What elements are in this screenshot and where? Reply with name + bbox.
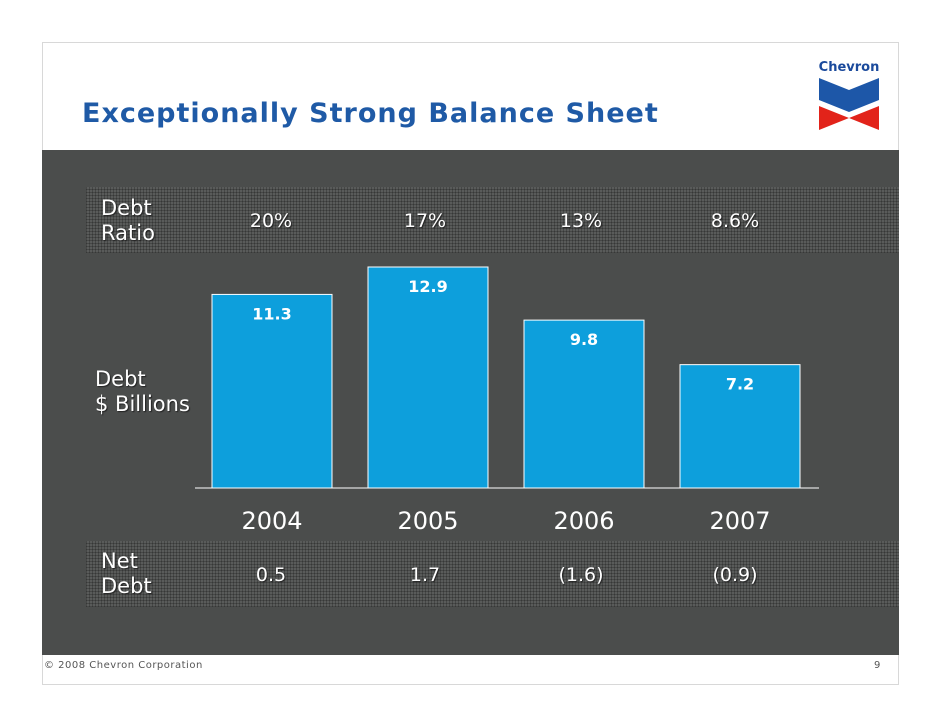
net-debt-label-line2: Debt (101, 574, 152, 598)
copyright-footer: © 2008 Chevron Corporation (44, 660, 203, 671)
bar-2004 (211, 293, 333, 489)
chevron-logo-icon (819, 78, 879, 130)
slide-title: Exceptionally Strong Balance Sheet (82, 98, 659, 129)
net-debt-label: Net Debt (101, 549, 152, 599)
chevron-logo: Chevron (816, 60, 882, 132)
debt-ratio-2005: 17% (403, 210, 447, 232)
year-label-2007: 2007 (709, 507, 770, 535)
debt-ratio-label: Debt Ratio (101, 196, 155, 246)
debt-axis-label-line1: Debt (95, 367, 146, 391)
bar-2005 (367, 266, 489, 489)
bar-value-2004: 11.3 (252, 304, 291, 323)
year-label-2006: 2006 (553, 507, 614, 535)
debt-axis-label: Debt $ Billions (95, 367, 190, 417)
debt-axis-label-line2: $ Billions (95, 392, 190, 416)
bar-2007 (679, 364, 801, 489)
debt-ratio-label-line2: Ratio (101, 221, 155, 245)
bar-value-2005: 12.9 (408, 277, 447, 296)
net-debt-2004: 0.5 (255, 564, 287, 586)
year-label-2004: 2004 (241, 507, 302, 535)
page-number: 9 (874, 660, 881, 671)
debt-ratio-2004: 20% (249, 210, 293, 232)
net-debt-2005: 1.7 (409, 564, 441, 586)
net-debt-2007: (0.9) (712, 564, 758, 586)
bar-value-2007: 7.2 (726, 375, 754, 394)
logo-wordmark: Chevron (818, 60, 880, 75)
debt-ratio-2006: 13% (559, 210, 603, 232)
net-debt-label-line1: Net (101, 549, 138, 573)
debt-ratio-label-line1: Debt (101, 196, 152, 220)
net-debt-2006: (1.6) (558, 564, 604, 586)
bar-2006 (523, 319, 645, 489)
debt-ratio-band (86, 187, 899, 253)
debt-ratio-2007: 8.6% (710, 210, 760, 232)
year-label-2005: 2005 (397, 507, 458, 535)
net-debt-band (86, 541, 899, 607)
bar-value-2006: 9.8 (570, 330, 598, 349)
